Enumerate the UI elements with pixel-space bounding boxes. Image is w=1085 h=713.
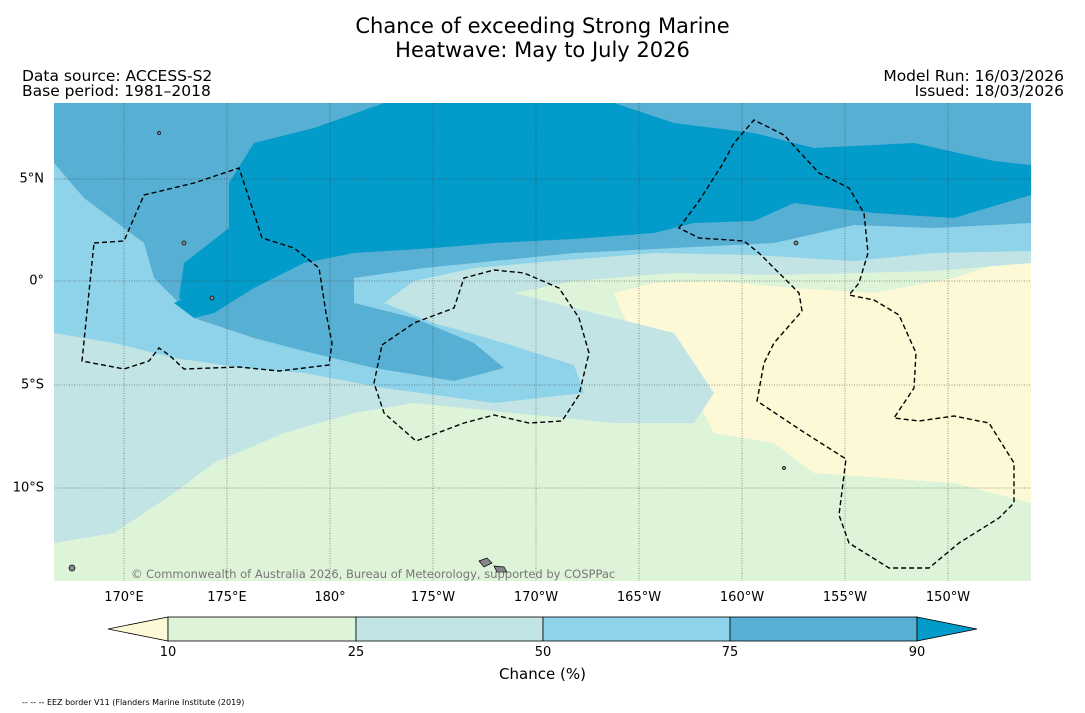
lon-label-170w: 170°W xyxy=(513,590,559,605)
lon-label-165w: 165°W xyxy=(616,590,662,605)
data-source: Data source: ACCESS-S2 xyxy=(22,67,213,85)
colorbar-tick-10: 10 xyxy=(159,645,177,660)
lon-label-170e: 170°E xyxy=(104,590,144,605)
colorbar-tick-75: 75 xyxy=(721,645,739,660)
lat-label-5s: 5°S xyxy=(20,377,44,393)
band-over-90 xyxy=(179,103,1031,313)
lon-label-180: 180° xyxy=(314,590,346,605)
band-over-90-west xyxy=(174,288,214,318)
colorbar-swatch-under-10 xyxy=(107,616,169,642)
lon-label-150w: 150°W xyxy=(925,590,971,605)
lon-label-160w: 160°W xyxy=(719,590,765,605)
colorbar-tick-25: 25 xyxy=(347,645,365,660)
eez-footnote: -- -- -- EEZ border V11 (Flanders Marine… xyxy=(22,698,245,707)
map-title-line1: Chance of exceeding Strong Marine xyxy=(355,14,730,38)
copyright-notice: © Commonwealth of Australia 2026, Bureau… xyxy=(131,567,615,581)
island-atoll-2 xyxy=(209,295,215,301)
data-info: Data source: ACCESS-S2 Base period: 1981… xyxy=(22,67,213,100)
island-atoll-3 xyxy=(793,240,799,246)
colorbar-label: Chance (%) xyxy=(499,665,586,683)
eez-borders xyxy=(81,119,1015,569)
colorbar-swatch-50-75 xyxy=(542,616,731,642)
colorbar-swatch-over-90 xyxy=(916,616,978,642)
lon-label-175e: 175°E xyxy=(207,590,247,605)
lat-label-5n: 5°N xyxy=(19,171,45,187)
island-atoll-5 xyxy=(157,131,161,135)
colorbar-swatch-75-90 xyxy=(729,616,918,642)
island-western xyxy=(68,564,76,572)
colorbar-swatch-25-50 xyxy=(355,616,544,642)
colorbar xyxy=(107,616,978,642)
map-title: Chance of exceeding Strong Marine Heatwa… xyxy=(0,14,1085,62)
lat-label-10s: 10°S xyxy=(12,480,44,496)
colorbar-tick-50: 50 xyxy=(534,645,552,660)
lat-label-0: 0° xyxy=(29,273,44,289)
lon-label-175w: 175°W xyxy=(410,590,456,605)
run-info: Model Run: 16/03/2026 Issued: 18/03/2026 xyxy=(883,67,1064,100)
map-title-line2: Heatwave: May to July 2026 xyxy=(395,38,690,62)
lon-label-155w: 155°W xyxy=(822,590,868,605)
island-atoll-1 xyxy=(181,240,187,246)
model-run: Model Run: 16/03/2026 xyxy=(883,67,1064,85)
issued-date: Issued: 18/03/2026 xyxy=(914,82,1064,100)
colorbar-swatch-10-25 xyxy=(167,616,357,642)
island-samoa-east xyxy=(493,565,508,573)
island-atoll-4 xyxy=(782,466,786,470)
island-samoa xyxy=(478,557,493,568)
map-panel: © Commonwealth of Australia 2026, Bureau… xyxy=(54,103,1031,581)
base-period: Base period: 1981–2018 xyxy=(22,82,211,100)
islands xyxy=(68,131,799,573)
colorbar-tick-90: 90 xyxy=(908,645,926,660)
